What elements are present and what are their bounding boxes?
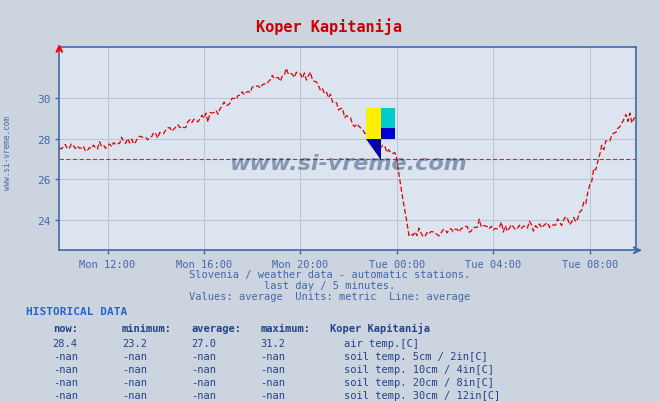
- Text: Values: average  Units: metric  Line: average: Values: average Units: metric Line: aver…: [189, 292, 470, 302]
- Text: soil temp. 5cm / 2in[C]: soil temp. 5cm / 2in[C]: [344, 351, 488, 361]
- Text: 28.4: 28.4: [53, 338, 78, 348]
- Bar: [381, 108, 395, 129]
- Text: average:: average:: [191, 323, 241, 333]
- Text: -nan: -nan: [53, 351, 78, 361]
- Text: -nan: -nan: [122, 351, 147, 361]
- Text: HISTORICAL DATA: HISTORICAL DATA: [26, 306, 128, 316]
- Text: maximum:: maximum:: [260, 323, 310, 333]
- Text: 27.0: 27.0: [191, 338, 216, 348]
- Text: Koper Kapitanija: Koper Kapitanija: [330, 322, 430, 334]
- Text: -nan: -nan: [191, 364, 216, 374]
- Text: Slovenia / weather data - automatic stations.: Slovenia / weather data - automatic stat…: [189, 270, 470, 279]
- Bar: [381, 129, 395, 140]
- Text: -nan: -nan: [260, 377, 285, 387]
- Text: -nan: -nan: [53, 390, 78, 399]
- Text: -nan: -nan: [53, 377, 78, 387]
- Polygon shape: [366, 140, 381, 160]
- Text: www.si-vreme.com: www.si-vreme.com: [229, 154, 467, 174]
- Text: Koper Kapitanija: Koper Kapitanija: [256, 18, 403, 34]
- Text: soil temp. 20cm / 8in[C]: soil temp. 20cm / 8in[C]: [344, 377, 494, 387]
- Text: 31.2: 31.2: [260, 338, 285, 348]
- Text: -nan: -nan: [122, 377, 147, 387]
- Text: -nan: -nan: [122, 390, 147, 399]
- Text: soil temp. 30cm / 12in[C]: soil temp. 30cm / 12in[C]: [344, 390, 500, 399]
- Text: -nan: -nan: [53, 364, 78, 374]
- Text: 23.2: 23.2: [122, 338, 147, 348]
- Text: -nan: -nan: [260, 364, 285, 374]
- Text: -nan: -nan: [191, 351, 216, 361]
- Text: soil temp. 10cm / 4in[C]: soil temp. 10cm / 4in[C]: [344, 364, 494, 374]
- Text: air temp.[C]: air temp.[C]: [344, 338, 419, 348]
- Text: now:: now:: [53, 323, 78, 333]
- Text: -nan: -nan: [122, 364, 147, 374]
- Bar: [366, 108, 381, 140]
- Text: -nan: -nan: [260, 351, 285, 361]
- Text: minimum:: minimum:: [122, 323, 172, 333]
- Text: -nan: -nan: [191, 377, 216, 387]
- Text: last day / 5 minutes.: last day / 5 minutes.: [264, 281, 395, 290]
- Text: -nan: -nan: [260, 390, 285, 399]
- Text: -nan: -nan: [191, 390, 216, 399]
- Text: www.si-vreme.com: www.si-vreme.com: [3, 115, 13, 189]
